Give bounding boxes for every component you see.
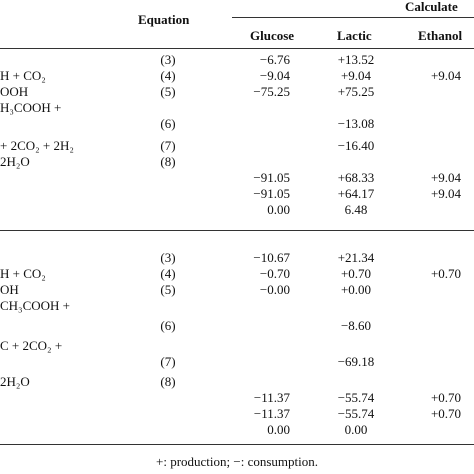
footnote: +: production; −: consumption.	[156, 454, 318, 469]
ethanol-header: Ethanol	[418, 28, 463, 43]
equation-cell: (3)	[160, 52, 176, 67]
ethanol-cell: +9.04	[430, 68, 462, 83]
equation-cell: (7)	[160, 354, 176, 369]
lactic-cell: +0.70	[340, 266, 372, 281]
lactic-cell: −69.18	[337, 354, 375, 369]
equation-cell: (5)	[160, 84, 176, 99]
lactic-cell: −55.74	[337, 390, 375, 405]
lactic-cell: 6.48	[344, 202, 368, 217]
equation-cell: (8)	[160, 374, 176, 389]
glucose-cell: −11.37	[253, 406, 290, 421]
glucose-cell: −11.37	[253, 390, 290, 405]
ethanol-cell: +9.04	[430, 170, 462, 185]
equation-cell: (4)	[160, 68, 176, 83]
lactic-header: Lactic	[337, 28, 372, 43]
lactic-cell: 0.00	[344, 422, 368, 437]
section-rule	[0, 230, 474, 231]
lactic-cell: −55.74	[337, 406, 375, 421]
reaction-cell: OOH	[0, 84, 29, 99]
lactic-cell: −13.08	[337, 116, 375, 131]
reaction-cell: CH₃COOH +	[0, 298, 71, 313]
reaction-cell: C + 2CO₂ +	[0, 338, 63, 353]
reaction-cell: OH	[0, 282, 19, 297]
glucose-cell: −91.05	[253, 170, 290, 185]
calculated-header: Calculate	[405, 0, 458, 14]
equation-cell: (5)	[160, 282, 176, 297]
glucose-header: Glucose	[250, 28, 295, 43]
lactic-cell: +68.33	[337, 170, 375, 185]
equation-cell: (6)	[160, 318, 176, 333]
glucose-cell: 0.00	[267, 422, 290, 437]
glucose-cell: −6.76	[259, 52, 290, 67]
lactic-cell: +13.52	[337, 52, 375, 67]
lactic-cell: +21.34	[337, 250, 375, 265]
ethanol-cell: +0.70	[430, 390, 462, 405]
equation-cell: (8)	[160, 154, 176, 169]
ethanol-cell: +0.70	[430, 266, 462, 281]
glucose-cell: −9.04	[259, 68, 290, 83]
reaction-cell: H + CO₂	[0, 266, 46, 281]
equation-cell: (7)	[160, 138, 176, 153]
reaction-cell: 2H₂O	[0, 374, 30, 389]
glucose-cell: −10.67	[253, 250, 290, 265]
equation-cell: (4)	[160, 266, 176, 281]
glucose-cell: 0.00	[267, 202, 290, 217]
header-bottom-rule	[0, 48, 474, 49]
lactic-cell: −8.60	[340, 318, 372, 333]
lactic-cell: +75.25	[337, 84, 375, 99]
reaction-cell: H + CO₂	[0, 68, 46, 83]
lactic-cell: +9.04	[340, 68, 372, 83]
glucose-cell: −75.25	[253, 84, 290, 99]
glucose-cell: −0.00	[259, 282, 290, 297]
bottom-rule	[0, 444, 474, 445]
equation-cell: (3)	[160, 250, 176, 265]
equation-header: Equation	[138, 12, 190, 27]
glucose-cell: −0.70	[259, 266, 290, 281]
ethanol-cell: +9.04	[430, 186, 462, 201]
lactic-cell: +0.00	[340, 282, 372, 297]
ethanol-cell: +0.70	[430, 406, 462, 421]
lactic-cell: +64.17	[337, 186, 375, 201]
lactic-cell: −16.40	[337, 138, 375, 153]
reaction-cell: 2H₂O	[0, 154, 30, 169]
glucose-cell: −91.05	[253, 186, 290, 201]
reaction-cell: H₃COOH +	[0, 100, 62, 115]
header-rule	[232, 17, 474, 18]
reaction-cell: + 2CO₂ + 2H₂	[0, 138, 74, 153]
equation-cell: (6)	[160, 116, 176, 131]
